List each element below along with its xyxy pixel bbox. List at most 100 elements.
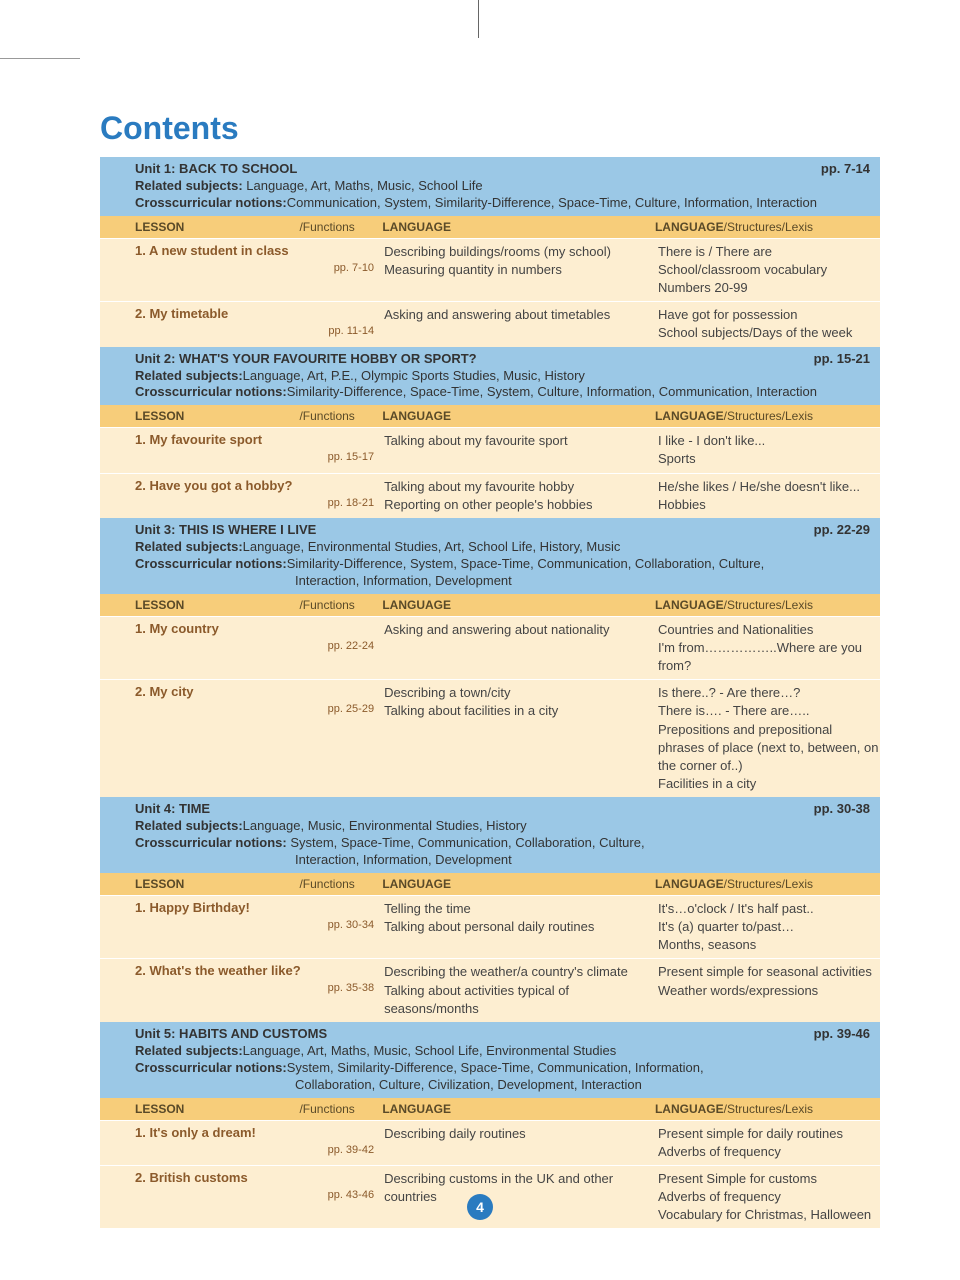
related-subjects: Language, Art, Maths, Music, School Life… — [243, 1043, 617, 1058]
col-lesson: LESSON — [100, 1102, 299, 1116]
lesson-language: Telling the timeTalking about personal d… — [379, 900, 658, 955]
lesson-structures: Have got for possessionSchool subjects/D… — [658, 306, 880, 342]
column-header: LESSON /Functions LANGUAGE LANGUAGE/Stru… — [100, 594, 880, 616]
unit-title: Unit 1: BACK TO SCHOOL — [135, 161, 297, 176]
lesson-pages: pp. 43-46 — [135, 1189, 374, 1201]
related-label: Related subjects: — [135, 539, 243, 554]
related-subjects: Language, Art, P.E., Olympic Sports Stud… — [243, 368, 585, 383]
col-functions: /Functions — [299, 409, 377, 423]
lesson-row: 1. It's only a dream! pp. 39-42 Describi… — [100, 1120, 880, 1165]
crosscurricular-notions: Similarity-Difference, Space-Time, Syste… — [287, 384, 817, 399]
lesson-structures: Present Simple for customsAdverbs of fre… — [658, 1170, 880, 1225]
unit-pages: pp. 30-38 — [814, 801, 870, 818]
related-label: Related subjects: — [135, 818, 243, 833]
unit-title: Unit 4: TIME — [135, 801, 210, 816]
lesson-pages: pp. 18-21 — [135, 497, 374, 509]
lesson-language: Describing buildings/rooms (my school)Me… — [379, 243, 658, 298]
col-structures: LANGUAGE/Structures/Lexis — [655, 220, 880, 234]
unit-pages: pp. 7-14 — [821, 161, 870, 178]
lesson-structures: He/she likes / He/she doesn't like...Hob… — [658, 478, 880, 514]
lesson-title: 1. My country — [135, 621, 374, 636]
related-subjects: Language, Art, Maths, Music, School Life — [243, 178, 483, 193]
lesson-structures: It's…o'clock / It's half past..It's (a) … — [658, 900, 880, 955]
lesson-title: 2. My timetable — [135, 306, 374, 321]
lesson-row: 2. British customs pp. 43-46 Describing … — [100, 1165, 880, 1229]
unit-pages: pp. 39-46 — [814, 1026, 870, 1043]
notions-label: Crosscurricular notions: — [135, 1060, 287, 1075]
lesson-pages: pp. 39-42 — [135, 1144, 374, 1156]
unit-title: Unit 3: THIS IS WHERE I LIVE — [135, 522, 316, 537]
related-label: Related subjects: — [135, 178, 243, 193]
col-structures: LANGUAGE/Structures/Lexis — [655, 598, 880, 612]
lesson-title: 2. British customs — [135, 1170, 374, 1185]
notions-label: Crosscurricular notions: — [135, 556, 287, 571]
lesson-structures: Present simple for seasonal activitiesWe… — [658, 963, 880, 1018]
lesson-row: 1. My country pp. 22-24 Asking and answe… — [100, 616, 880, 680]
units-container: pp. 7-14 Unit 1: BACK TO SCHOOL Related … — [100, 157, 880, 1228]
lesson-pages: pp. 7-10 — [135, 262, 374, 274]
related-label: Related subjects: — [135, 368, 243, 383]
lesson-title: 1. My favourite sport — [135, 432, 374, 447]
lesson-row: 2. Have you got a hobby? pp. 18-21 Talki… — [100, 473, 880, 518]
col-functions: /Functions — [299, 220, 377, 234]
related-subjects: Language, Music, Environmental Studies, … — [243, 818, 527, 833]
lesson-pages: pp. 30-34 — [135, 919, 374, 931]
page-title: Contents — [100, 110, 880, 147]
lesson-pages: pp. 25-29 — [135, 703, 374, 715]
unit-title: Unit 2: WHAT'S YOUR FAVOURITE HOBBY OR S… — [135, 351, 477, 366]
col-language: LANGUAGE — [377, 1102, 655, 1116]
lesson-title: 2. Have you got a hobby? — [135, 478, 374, 493]
unit-title: Unit 5: HABITS AND CUSTOMS — [135, 1026, 327, 1041]
lesson-language: Asking and answering about timetables — [379, 306, 658, 342]
col-lesson: LESSON — [100, 877, 299, 891]
lesson-structures: Present simple for daily routinesAdverbs… — [658, 1125, 880, 1161]
notions-line2: Interaction, Information, Development — [135, 852, 512, 867]
notions-label: Crosscurricular notions: — [135, 835, 287, 850]
col-structures: LANGUAGE/Structures/Lexis — [655, 409, 880, 423]
unit-header: pp. 7-14 Unit 1: BACK TO SCHOOL Related … — [100, 157, 880, 216]
notions-line2: Collaboration, Culture, Civilization, De… — [135, 1077, 642, 1092]
col-functions: /Functions — [299, 877, 377, 891]
lesson-title: 1. Happy Birthday! — [135, 900, 374, 915]
unit-pages: pp. 15-21 — [814, 351, 870, 368]
col-structures: LANGUAGE/Structures/Lexis — [655, 877, 880, 891]
lesson-title: 1. It's only a dream! — [135, 1125, 374, 1140]
lesson-title: 1. A new student in class — [135, 243, 374, 258]
column-header: LESSON /Functions LANGUAGE LANGUAGE/Stru… — [100, 873, 880, 895]
lesson-structures: Is there..? - Are there…?There is…. - Th… — [658, 684, 880, 793]
lesson-title: 2. My city — [135, 684, 374, 699]
col-structures: LANGUAGE/Structures/Lexis — [655, 1102, 880, 1116]
lesson-row: 1. My favourite sport pp. 15-17 Talking … — [100, 427, 880, 472]
column-header: LESSON /Functions LANGUAGE LANGUAGE/Stru… — [100, 216, 880, 238]
notions-label: Crosscurricular notions: — [135, 384, 287, 399]
lesson-pages: pp. 15-17 — [135, 451, 374, 463]
unit-header: pp. 22-29 Unit 3: THIS IS WHERE I LIVE R… — [100, 518, 880, 594]
page-number: 4 — [467, 1194, 493, 1220]
col-language: LANGUAGE — [377, 409, 655, 423]
col-language: LANGUAGE — [377, 877, 655, 891]
column-header: LESSON /Functions LANGUAGE LANGUAGE/Stru… — [100, 1098, 880, 1120]
lesson-row: 2. My city pp. 25-29 Describing a town/c… — [100, 679, 880, 797]
contents-table: Contents pp. 7-14 Unit 1: BACK TO SCHOOL… — [100, 110, 880, 1228]
lesson-structures: Countries and NationalitiesI'm from……………… — [658, 621, 880, 676]
lesson-language: Talking about my favourite hobbyReportin… — [379, 478, 658, 514]
crosscurricular-notions: System, Similarity-Difference, Space-Tim… — [287, 1060, 704, 1075]
unit-header: pp. 39-46 Unit 5: HABITS AND CUSTOMS Rel… — [100, 1022, 880, 1098]
lesson-pages: pp. 35-38 — [135, 982, 374, 994]
unit-header: pp. 15-21 Unit 2: WHAT'S YOUR FAVOURITE … — [100, 347, 880, 406]
lesson-language: Asking and answering about nationality — [379, 621, 658, 676]
lesson-row: 1. A new student in class pp. 7-10 Descr… — [100, 238, 880, 302]
lesson-structures: I like - I don't like...Sports — [658, 432, 880, 468]
related-label: Related subjects: — [135, 1043, 243, 1058]
col-lesson: LESSON — [100, 598, 299, 612]
lesson-language: Describing customs in the UK and other c… — [379, 1170, 658, 1225]
lesson-structures: There is / There areSchool/classroom voc… — [658, 243, 880, 298]
crosscurricular-notions: Similarity-Difference, System, Space-Tim… — [287, 556, 765, 571]
col-functions: /Functions — [299, 1102, 377, 1116]
unit-header: pp. 30-38 Unit 4: TIME Related subjects:… — [100, 797, 880, 873]
crosscurricular-notions: Communication, System, Similarity-Differ… — [287, 195, 817, 210]
notions-label: Crosscurricular notions: — [135, 195, 287, 210]
lesson-language: Describing the weather/a country's clima… — [379, 963, 658, 1018]
lesson-language: Describing daily routines — [379, 1125, 658, 1161]
col-lesson: LESSON — [100, 220, 299, 234]
